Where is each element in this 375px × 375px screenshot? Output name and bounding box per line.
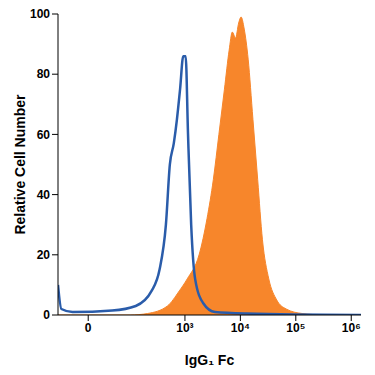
svg-text:IgG₁ Fc: IgG₁ Fc	[185, 352, 235, 368]
svg-text:60: 60	[37, 128, 51, 142]
svg-text:10⁶: 10⁶	[342, 321, 361, 335]
svg-text:40: 40	[37, 188, 51, 202]
svg-text:10⁴: 10⁴	[231, 321, 250, 335]
svg-text:80: 80	[37, 67, 51, 81]
svg-text:20: 20	[37, 248, 51, 262]
svg-text:Relative Cell Number: Relative Cell Number	[12, 94, 28, 235]
svg-text:0: 0	[85, 321, 92, 335]
svg-text:10⁵: 10⁵	[286, 321, 305, 335]
svg-text:10³: 10³	[176, 321, 193, 335]
svg-text:100: 100	[30, 7, 50, 21]
svg-text:0: 0	[43, 308, 50, 322]
